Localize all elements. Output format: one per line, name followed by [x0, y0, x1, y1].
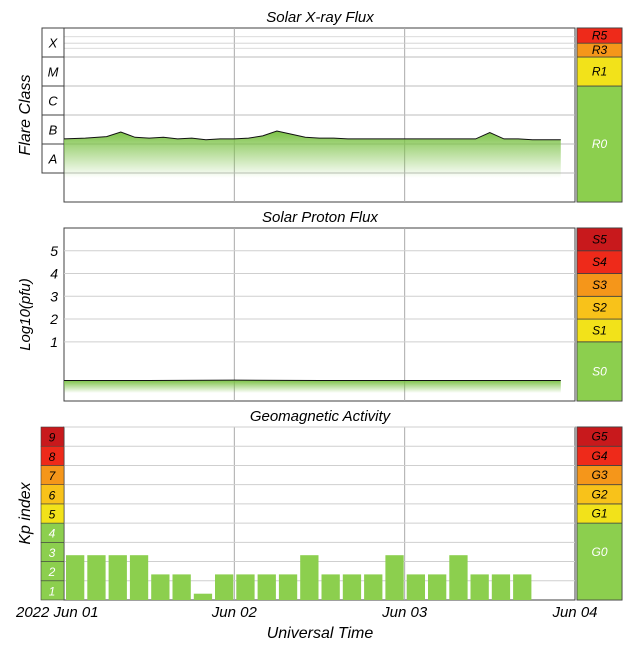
flare-class-label-c: C — [48, 94, 58, 109]
xray-chart-title: Solar X-ray Flux — [266, 9, 374, 26]
proton-series — [64, 380, 561, 393]
x-tick-label: Jun 03 — [381, 604, 428, 621]
kp-bar — [428, 574, 446, 600]
xray-series — [64, 131, 561, 178]
kp-tick-2: 2 — [48, 565, 56, 579]
flare-class-label-b: B — [49, 123, 58, 138]
kp-bar — [194, 594, 212, 600]
proton-y-axis-label: Log10(pfu) — [17, 278, 34, 351]
kp-tick-6: 6 — [49, 488, 56, 502]
scale-label-g2: G2 — [591, 487, 607, 501]
kp-bar — [343, 574, 361, 600]
scale-label-s4: S4 — [592, 255, 607, 269]
kp-tick-5: 5 — [49, 508, 56, 522]
scale-label-g0: G0 — [591, 545, 607, 559]
scale-label-s1: S1 — [592, 323, 607, 337]
scale-label-g4: G4 — [591, 449, 607, 463]
scale-label-g3: G3 — [591, 468, 607, 482]
x-tick-label: 2022 Jun 01 — [15, 604, 99, 621]
proton-tick-5: 5 — [50, 243, 58, 259]
kp-tick-9: 9 — [49, 431, 56, 445]
xray-y-axis-label: Flare Class — [17, 75, 34, 156]
kp-bar — [449, 555, 467, 600]
kp-bar — [513, 574, 531, 600]
scale-label-s0: S0 — [592, 364, 607, 378]
kp-bar — [236, 574, 254, 600]
scale-label-s2: S2 — [592, 301, 607, 315]
kp-bar — [215, 574, 233, 600]
plot-area-proton — [64, 228, 575, 401]
kp-bar — [385, 555, 403, 600]
proton-flux-area — [64, 380, 561, 393]
proton-tick-1: 1 — [50, 334, 58, 350]
kp-bar — [130, 555, 148, 600]
proton-tick-2: 2 — [49, 311, 58, 327]
scale-label-g1: G1 — [591, 507, 607, 521]
flare-class-label-x: X — [48, 36, 59, 51]
scale-label-r3: R3 — [592, 43, 608, 57]
kp-bar — [364, 574, 382, 600]
scale-label-s5: S5 — [592, 232, 607, 246]
kp-bar — [173, 574, 191, 600]
scale-label-r0: R0 — [592, 137, 608, 151]
scale-label-g5: G5 — [591, 430, 607, 444]
kp-bar — [471, 574, 489, 600]
proton-tick-4: 4 — [50, 266, 58, 282]
x-tick-label: Jun 02 — [211, 604, 258, 621]
proton-chart-title: Solar Proton Flux — [262, 209, 378, 226]
kp-bar — [407, 574, 425, 600]
scale-label-s3: S3 — [592, 278, 607, 292]
x-axis-label: Universal Time — [267, 625, 374, 642]
kp-bar — [492, 574, 510, 600]
kp-bar — [258, 574, 276, 600]
x-tick-label: Jun 04 — [551, 604, 597, 621]
kp-tick-4: 4 — [49, 527, 56, 541]
kp-chart-title: Geomagnetic Activity — [250, 408, 392, 425]
kp-y-axis-label: Kp index — [17, 481, 34, 544]
kp-tick-8: 8 — [49, 450, 56, 464]
kp-bar — [322, 574, 340, 600]
kp-tick-3: 3 — [49, 546, 56, 560]
kp-bar — [279, 574, 297, 600]
kp-bar — [151, 574, 169, 600]
proton-tick-3: 3 — [50, 288, 58, 304]
kp-bar — [66, 555, 84, 600]
kp-bar — [109, 555, 127, 600]
kp-bar — [87, 555, 105, 600]
flare-class-label-m: M — [48, 65, 59, 80]
scale-label-r1: R1 — [592, 65, 607, 79]
flare-class-label-a: A — [48, 152, 58, 167]
scale-label-r5: R5 — [592, 29, 608, 43]
kp-bar — [300, 555, 318, 600]
kp-tick-1: 1 — [49, 584, 56, 598]
